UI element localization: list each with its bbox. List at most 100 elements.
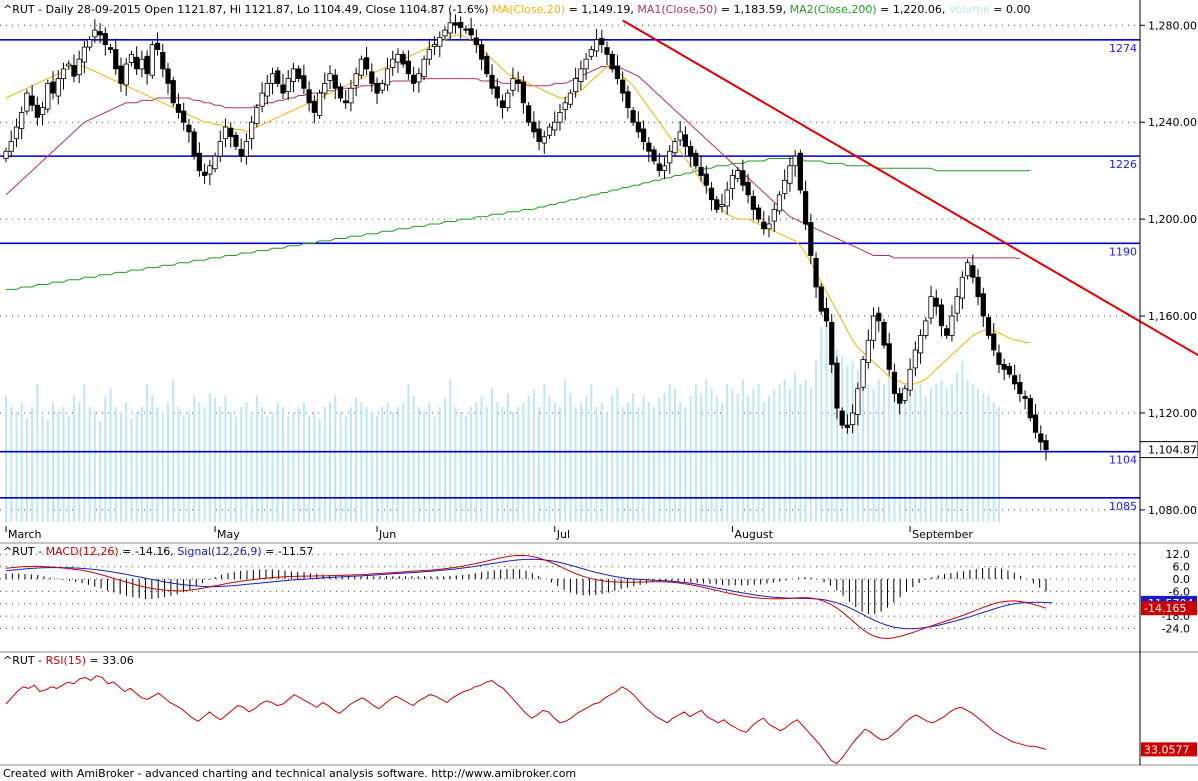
candle-body bbox=[81, 46, 87, 63]
info-part: = 33.06 bbox=[86, 654, 134, 667]
candle-body bbox=[149, 44, 155, 76]
rsi-y-axis: 33.0577 bbox=[1141, 742, 1197, 757]
axis-tick-label: -6.0 bbox=[1169, 585, 1190, 598]
candle-body bbox=[797, 152, 803, 191]
candle-body bbox=[463, 28, 469, 31]
candle-body bbox=[217, 141, 223, 157]
candle-body bbox=[24, 92, 30, 112]
candle-body bbox=[813, 257, 819, 288]
candle-body bbox=[583, 58, 589, 70]
candle-body bbox=[609, 53, 615, 70]
candle-body bbox=[494, 86, 500, 99]
candle-body bbox=[703, 173, 709, 186]
candle-body bbox=[750, 195, 756, 210]
horizontal-line-label: 1274 bbox=[1109, 42, 1137, 55]
candle-body bbox=[45, 83, 51, 110]
axis-tick-label: -24.0 bbox=[1162, 623, 1190, 636]
horizontal-line-label: 1190 bbox=[1109, 245, 1137, 258]
candle-body bbox=[1012, 375, 1018, 385]
macd-last-box bbox=[1141, 601, 1197, 616]
candle-body bbox=[604, 47, 610, 55]
candle-body bbox=[782, 179, 788, 194]
candle-body bbox=[646, 142, 652, 152]
candle-body bbox=[656, 163, 662, 172]
candle-body bbox=[933, 297, 939, 307]
month-label: May bbox=[217, 528, 240, 541]
info-part: MA(Close,20) bbox=[492, 3, 565, 16]
info-part: ^RUT - bbox=[3, 545, 46, 558]
rsi-lines bbox=[5, 675, 1047, 765]
candle-body bbox=[499, 100, 506, 109]
candle-body bbox=[369, 71, 375, 84]
candle-body bbox=[557, 112, 563, 123]
trendline bbox=[622, 19, 1198, 357]
candle-body bbox=[552, 121, 558, 131]
info-part: RSI(15) bbox=[46, 654, 86, 667]
candle-body bbox=[1001, 364, 1007, 370]
candle-body bbox=[515, 79, 521, 84]
candle-body bbox=[426, 49, 432, 60]
candle-body bbox=[55, 78, 61, 97]
month-axis: March May Jun Jul August September bbox=[5, 526, 973, 541]
last-close-label: 1,104.87 bbox=[1148, 444, 1197, 457]
candle-body bbox=[620, 79, 626, 94]
candle-body bbox=[651, 149, 657, 162]
candle-body bbox=[755, 207, 762, 220]
candle-body bbox=[614, 65, 621, 79]
candle-body bbox=[76, 58, 82, 76]
candle-body bbox=[573, 78, 579, 93]
candle-body bbox=[468, 28, 474, 36]
axis-tick-label: 0.0 bbox=[1173, 573, 1191, 586]
candle-body bbox=[374, 83, 380, 94]
candle-body bbox=[296, 68, 302, 79]
candle-body bbox=[635, 121, 641, 133]
candle-body bbox=[735, 170, 741, 179]
candle-body bbox=[719, 204, 725, 207]
candle-body bbox=[431, 44, 438, 47]
candle-body bbox=[965, 262, 971, 277]
candle-body bbox=[776, 194, 783, 212]
info-part: MA2(Close,200) bbox=[790, 3, 877, 16]
candle-body bbox=[588, 49, 594, 57]
macd-series-line bbox=[5, 558, 1053, 630]
candle-body bbox=[640, 128, 647, 142]
rsi-last-label: 33.0577 bbox=[1144, 743, 1190, 756]
candle-body bbox=[818, 286, 824, 312]
candle-body bbox=[337, 86, 344, 99]
candle-body bbox=[113, 49, 119, 70]
candle-body bbox=[745, 181, 751, 196]
candle-body bbox=[667, 150, 673, 164]
candle-body bbox=[332, 74, 338, 89]
candle-body bbox=[238, 148, 244, 157]
candle-body bbox=[996, 352, 1002, 365]
candle-body bbox=[526, 105, 532, 123]
candle-body bbox=[29, 95, 35, 106]
candle-body bbox=[97, 31, 103, 36]
candle-body bbox=[50, 81, 56, 94]
red-trendline bbox=[622, 19, 1198, 357]
rsi-last-box bbox=[1141, 742, 1197, 757]
candle-body bbox=[207, 165, 213, 175]
candle-body bbox=[353, 73, 359, 86]
candle-body bbox=[562, 102, 568, 110]
candle-body bbox=[8, 141, 14, 152]
candle-body bbox=[708, 187, 715, 201]
candle-body bbox=[473, 37, 479, 46]
candle-body bbox=[243, 141, 250, 157]
candle-body bbox=[1022, 396, 1028, 399]
candle-body bbox=[264, 83, 270, 97]
axis-tick-label: 1,120.00 bbox=[1148, 407, 1197, 420]
candle-body bbox=[348, 87, 354, 104]
candle-body bbox=[677, 131, 683, 141]
info-part: = 1,220.06, bbox=[877, 3, 949, 16]
axis-tick-label: 6.0 bbox=[1173, 561, 1191, 574]
candle-body bbox=[144, 55, 150, 75]
candle-body bbox=[724, 189, 730, 207]
candle-body bbox=[505, 92, 511, 109]
candle-body bbox=[1006, 366, 1013, 375]
axis-tick-label: 1,280.00 bbox=[1148, 19, 1197, 32]
candle-body bbox=[829, 321, 835, 365]
axis-tick-label: 1,160.00 bbox=[1148, 310, 1197, 323]
candle-body bbox=[186, 124, 192, 133]
info-part: MA1(Close,50) bbox=[637, 3, 717, 16]
